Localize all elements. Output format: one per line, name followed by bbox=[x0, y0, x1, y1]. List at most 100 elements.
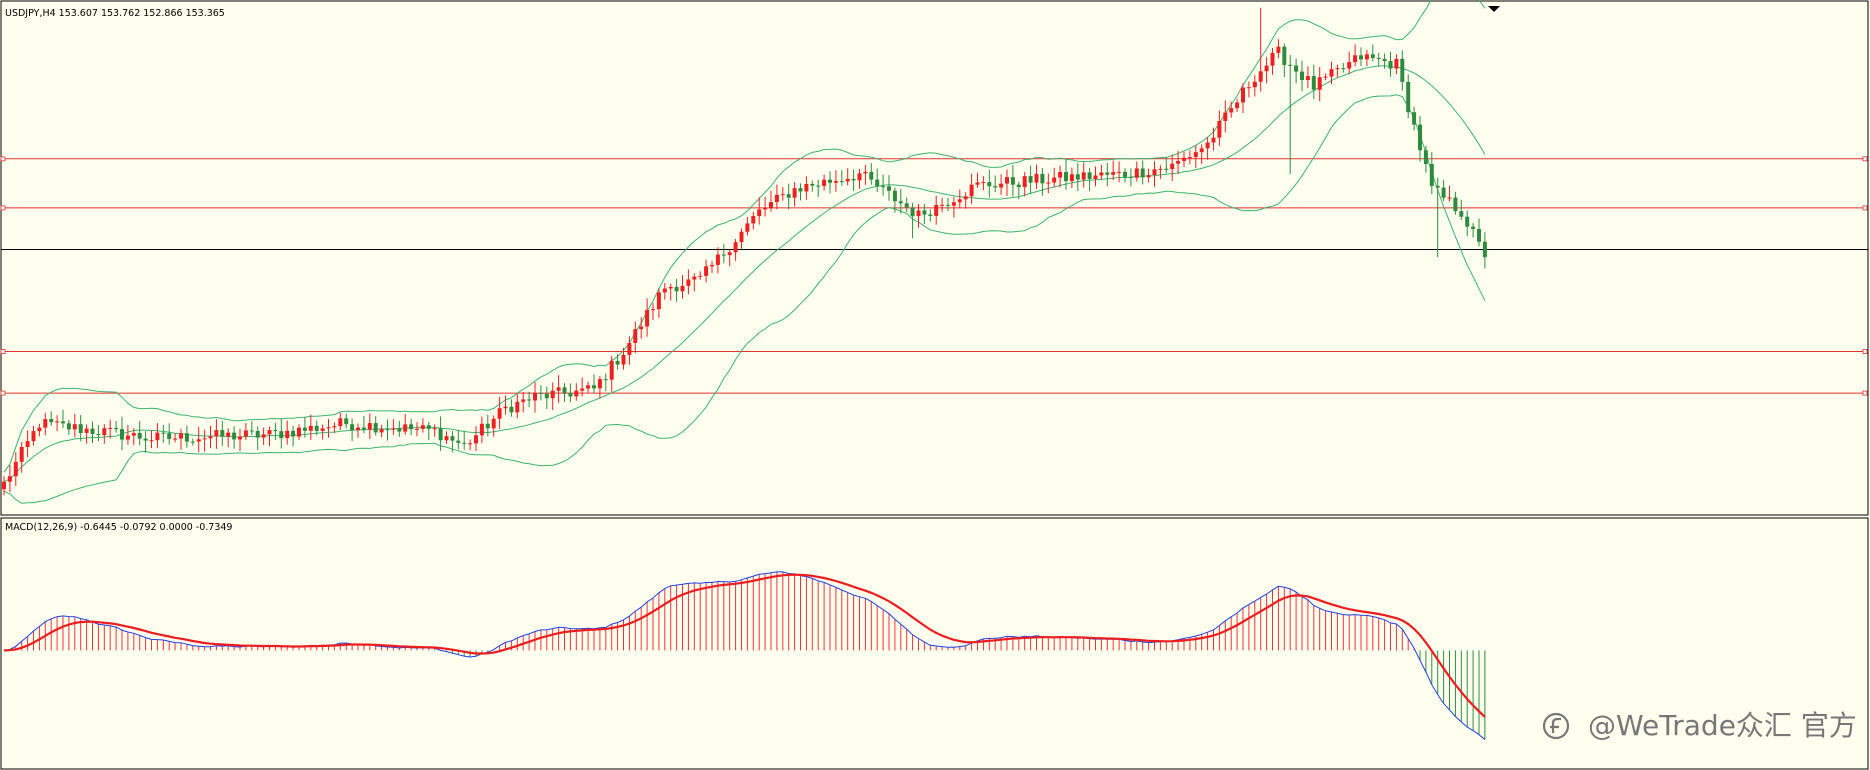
candle-147 bbox=[869, 163, 874, 185]
candle-200 bbox=[1182, 151, 1186, 168]
level-handle-right-2[interactable] bbox=[1862, 349, 1868, 354]
candle-63 bbox=[373, 416, 378, 436]
candle-4 bbox=[25, 430, 30, 458]
candle-39 bbox=[232, 426, 237, 449]
candle-167 bbox=[987, 169, 992, 198]
candle-235 bbox=[1388, 51, 1393, 77]
candle-31 bbox=[184, 425, 189, 448]
candle-115 bbox=[680, 275, 685, 299]
candle-98 bbox=[580, 377, 585, 397]
candle-175 bbox=[1034, 164, 1039, 190]
level-handle-left-0[interactable] bbox=[0, 156, 6, 162]
candle-247 bbox=[1459, 199, 1464, 220]
candle-95 bbox=[562, 383, 567, 402]
candle-209 bbox=[1235, 98, 1240, 112]
platform-logo-icon bbox=[1542, 712, 1570, 740]
candle-218 bbox=[1288, 55, 1293, 174]
candle-239 bbox=[1412, 106, 1417, 131]
candle-169 bbox=[999, 174, 1004, 195]
band-upper bbox=[3, 0, 1486, 473]
candle-105 bbox=[621, 347, 626, 370]
candle-78 bbox=[462, 430, 467, 450]
level-handle-right-1[interactable] bbox=[1862, 205, 1868, 211]
candle-133 bbox=[786, 183, 791, 210]
candle-29 bbox=[173, 433, 178, 443]
candle-242 bbox=[1429, 152, 1434, 195]
candle-41 bbox=[243, 423, 248, 440]
candle-73 bbox=[432, 424, 437, 437]
macd-label: MACD(12,26,9) -0.6445 -0.0792 0.0000 -0.… bbox=[5, 522, 232, 533]
candle-14 bbox=[84, 424, 89, 444]
candle-0 bbox=[2, 476, 6, 496]
candle-156 bbox=[922, 204, 927, 225]
candle-38 bbox=[226, 428, 231, 448]
candle-86 bbox=[509, 399, 514, 417]
watermark: @WeTrade众汇 官方 bbox=[1542, 709, 1857, 742]
candle-123 bbox=[727, 249, 732, 267]
candle-43 bbox=[255, 426, 260, 450]
level-handle-left-3[interactable] bbox=[0, 390, 6, 396]
candle-84 bbox=[497, 396, 502, 429]
level-handle-right-0[interactable] bbox=[1862, 156, 1868, 162]
candle-10 bbox=[61, 409, 65, 429]
candle-214 bbox=[1264, 57, 1269, 84]
candle-180 bbox=[1064, 159, 1068, 190]
candle-64 bbox=[379, 424, 384, 438]
candle-145 bbox=[857, 169, 862, 189]
candle-141 bbox=[833, 170, 838, 192]
candle-185 bbox=[1093, 166, 1098, 187]
candle-72 bbox=[426, 421, 431, 441]
candle-54 bbox=[320, 424, 325, 440]
candle-250 bbox=[1477, 218, 1481, 247]
candle-5 bbox=[31, 425, 36, 446]
level-handle-right-3[interactable] bbox=[1862, 390, 1868, 396]
candle-199 bbox=[1176, 150, 1181, 175]
candle-19 bbox=[114, 420, 119, 433]
candle-32 bbox=[190, 438, 195, 446]
candle-143 bbox=[845, 168, 850, 186]
candle-165 bbox=[975, 172, 980, 188]
chart-shift-marker[interactable] bbox=[1488, 6, 1500, 12]
candle-251 bbox=[1482, 232, 1487, 269]
candle-11 bbox=[66, 419, 71, 435]
candle-210 bbox=[1241, 83, 1245, 113]
level-handle-left-1[interactable] bbox=[0, 205, 6, 211]
candle-28 bbox=[167, 423, 172, 445]
macd-lines bbox=[3, 571, 1486, 740]
candle-77 bbox=[456, 430, 461, 450]
candle-74 bbox=[438, 416, 443, 451]
candle-37 bbox=[220, 420, 225, 446]
candle-201 bbox=[1187, 150, 1192, 165]
candle-61 bbox=[361, 415, 366, 434]
candle-217 bbox=[1282, 43, 1287, 78]
candle-241 bbox=[1423, 145, 1428, 173]
candle-125 bbox=[739, 228, 744, 249]
candle-234 bbox=[1382, 53, 1387, 69]
candle-94 bbox=[556, 375, 561, 403]
candle-75 bbox=[444, 431, 449, 444]
candle-118 bbox=[698, 271, 703, 280]
candle-216 bbox=[1276, 39, 1281, 59]
candle-69 bbox=[409, 418, 414, 436]
candle-203 bbox=[1199, 144, 1204, 164]
level-handle-left-2[interactable] bbox=[0, 349, 6, 354]
candle-240 bbox=[1418, 116, 1422, 162]
candle-158 bbox=[934, 196, 939, 225]
candle-107 bbox=[633, 321, 638, 353]
candle-131 bbox=[774, 184, 779, 210]
candle-144 bbox=[851, 169, 856, 191]
band-lower bbox=[3, 94, 1486, 504]
candle-23 bbox=[137, 421, 142, 446]
candle-196 bbox=[1158, 165, 1163, 179]
candle-213 bbox=[1258, 7, 1263, 92]
candle-117 bbox=[692, 273, 697, 292]
candle-164 bbox=[969, 173, 974, 205]
candle-2 bbox=[13, 452, 18, 486]
candle-228 bbox=[1347, 51, 1352, 75]
candle-236 bbox=[1394, 54, 1399, 74]
symbol-label: USDJPY,H4 153.607 153.762 152.866 153.36… bbox=[5, 8, 225, 19]
candle-55 bbox=[326, 418, 331, 438]
candle-13 bbox=[78, 415, 83, 442]
candle-8 bbox=[49, 411, 54, 426]
candle-153 bbox=[904, 197, 909, 213]
